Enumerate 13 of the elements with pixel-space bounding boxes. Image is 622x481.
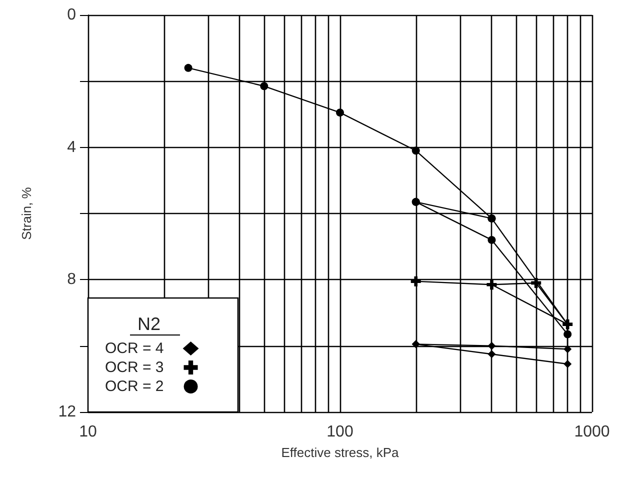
legend-label: OCR = 3 <box>104 359 164 376</box>
x-axis-title: Effective stress, kPa <box>281 445 400 460</box>
x-tick-label: 10 <box>79 424 97 440</box>
x-tick-label: 100 <box>326 424 354 440</box>
y-tick-label: 8 <box>67 271 76 288</box>
legend-title: N2 <box>137 314 161 334</box>
y-tick-label: 4 <box>67 138 76 156</box>
y-axis-title: Strain, % <box>19 186 34 240</box>
y-tick-label: 0 <box>67 6 76 24</box>
y-tick-label: 12 <box>58 404 76 420</box>
legend-label: OCR = 2 <box>104 378 164 395</box>
legend-label: OCR = 4 <box>104 340 164 357</box>
x-tick-label: 1000 <box>574 424 610 440</box>
